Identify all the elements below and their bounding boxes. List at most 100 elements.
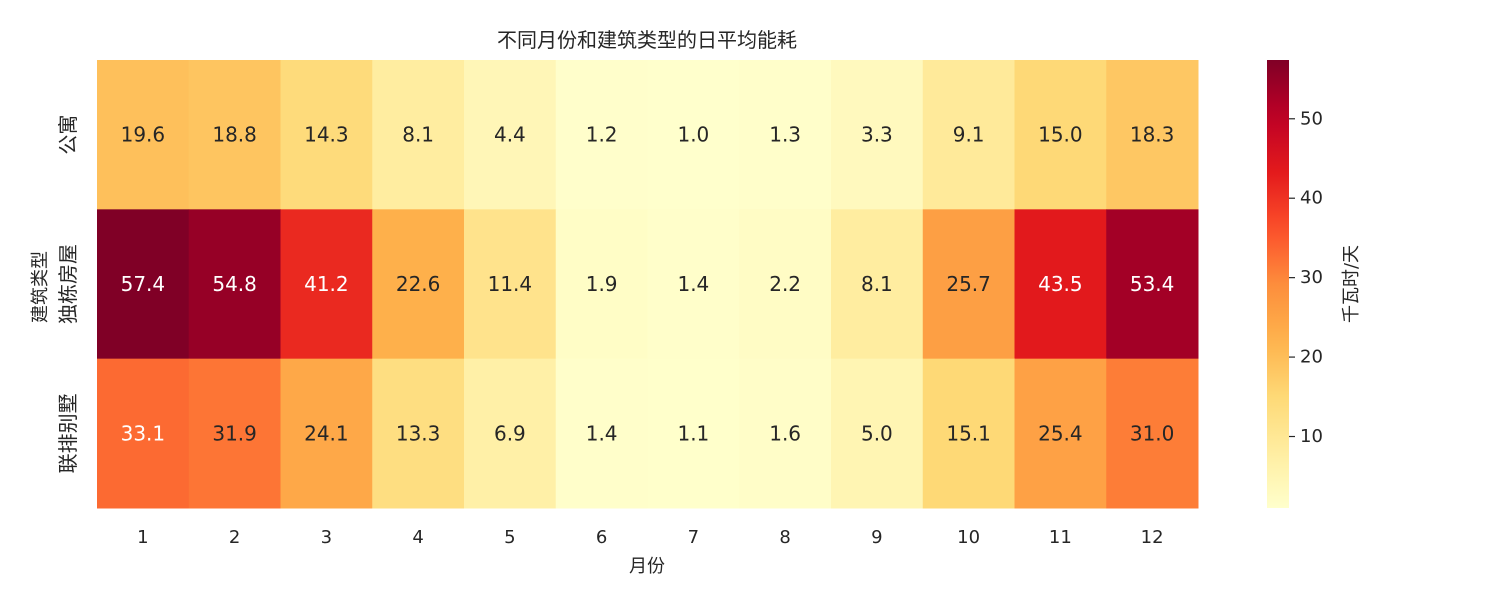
cell-value-label: 31.0: [1130, 421, 1175, 445]
x-tick-label: 7: [688, 527, 699, 548]
heatmap-cell: [647, 209, 740, 360]
heatmap-cell: [280, 209, 373, 360]
cell-value-label: 1.0: [677, 123, 709, 147]
heatmap-cell: [188, 60, 281, 210]
cell-value-label: 11.4: [488, 272, 533, 296]
x-axis-label: 月份: [629, 556, 665, 577]
heatmap-cell: [555, 209, 648, 360]
cell-value-label: 13.3: [396, 421, 441, 445]
cell-value-label: 1.3: [769, 123, 801, 147]
x-tick-label: 2: [229, 527, 240, 548]
cell-value-label: 25.7: [946, 272, 991, 296]
x-tick-label: 1: [137, 527, 148, 548]
heatmap-cell: [1106, 209, 1199, 360]
x-tick-label: 4: [412, 527, 423, 548]
cell-value-label: 33.1: [121, 421, 166, 445]
cell-value-label: 19.6: [121, 123, 166, 147]
heatmap-cell: [922, 209, 1015, 360]
cell-value-label: 2.2: [769, 272, 801, 296]
colorbar-tick-label: 20: [1300, 347, 1323, 368]
cell-value-label: 1.4: [586, 421, 618, 445]
heatmap-cell: [647, 60, 740, 210]
heatmap-cell: [739, 60, 832, 210]
heatmap-cell: [922, 358, 1015, 509]
heatmap-cell: [1106, 358, 1199, 509]
heatmap-cell: [188, 209, 281, 360]
cell-value-label: 18.8: [212, 123, 257, 147]
heatmap-cell: [647, 358, 740, 509]
cell-value-label: 4.4: [494, 123, 526, 147]
heatmap-cell: [464, 60, 557, 210]
heatmap-cells: [97, 60, 1199, 509]
heatmap-cell: [831, 60, 924, 210]
x-tick-label: 3: [321, 527, 332, 548]
colorbar-tick-label: 50: [1300, 108, 1323, 129]
heatmap-cell: [188, 358, 281, 509]
y-axis-label: 建筑类型: [30, 251, 51, 323]
heatmap-cell: [280, 60, 373, 210]
heatmap-cell: [1014, 60, 1107, 210]
cell-value-label: 54.8: [212, 272, 257, 296]
y-tick-label: 独栋房屋: [56, 244, 80, 324]
cell-value-label: 43.5: [1038, 272, 1083, 296]
cell-value-label: 1.2: [586, 123, 618, 147]
heatmap-cell: [1014, 358, 1107, 509]
heatmap-cell: [1106, 60, 1199, 210]
cell-value-label: 15.1: [946, 421, 991, 445]
x-tick-label: 5: [504, 527, 515, 548]
heatmap-cell: [372, 60, 465, 210]
chart-title: 不同月份和建筑类型的日平均能耗: [497, 28, 797, 52]
cell-value-label: 3.3: [861, 123, 893, 147]
cell-value-label: 24.1: [304, 421, 349, 445]
heatmap-cell: [372, 358, 465, 509]
cell-value-label: 31.9: [212, 421, 257, 445]
x-tick-label: 10: [957, 527, 980, 548]
x-tick-label: 9: [871, 527, 882, 548]
cell-value-label: 6.9: [494, 421, 526, 445]
x-tick-label: 8: [779, 527, 790, 548]
cell-value-label: 14.3: [304, 123, 349, 147]
colorbar-label: 千瓦时/天: [1341, 245, 1362, 323]
heatmap-cell: [1014, 209, 1107, 360]
heatmap-cell: [372, 209, 465, 360]
heatmap-cell: [280, 358, 373, 509]
heatmap-cell: [831, 209, 924, 360]
heatmap-cell: [97, 60, 190, 210]
cell-value-label: 5.0: [861, 421, 893, 445]
cell-value-label: 1.9: [586, 272, 618, 296]
cell-value-label: 15.0: [1038, 123, 1083, 147]
colorbar-tick-label: 10: [1300, 426, 1323, 447]
cell-value-label: 9.1: [953, 123, 985, 147]
heatmap-cell: [464, 358, 557, 509]
cell-value-label: 53.4: [1130, 272, 1175, 296]
heatmap-cell: [464, 209, 557, 360]
y-tick-label: 公寓: [56, 115, 80, 155]
x-tick-label: 12: [1141, 527, 1164, 548]
y-tick-label: 联排别墅: [56, 393, 80, 473]
cell-value-label: 41.2: [304, 272, 349, 296]
cell-value-label: 1.6: [769, 421, 801, 445]
cell-value-label: 22.6: [396, 272, 441, 296]
heatmap-cell: [97, 358, 190, 509]
heatmap-cell: [739, 209, 832, 360]
cell-value-label: 1.4: [677, 272, 709, 296]
cell-value-label: 1.1: [677, 421, 709, 445]
cell-value-label: 8.1: [402, 123, 434, 147]
colorbar-tick-label: 40: [1300, 188, 1323, 209]
cell-value-label: 8.1: [861, 272, 893, 296]
cell-value-label: 18.3: [1130, 123, 1175, 147]
heatmap-cell: [922, 60, 1015, 210]
x-tick-label: 11: [1049, 527, 1072, 548]
heatmap-cell: [555, 358, 648, 509]
x-tick-label: 6: [596, 527, 607, 548]
heatmap-cell: [831, 358, 924, 509]
cell-value-label: 57.4: [121, 272, 166, 296]
cell-value-labels: 19.6 18.8 14.3 8.1 4.4 1.2 1.0 1.3 3.3 9.1 15.0 18.…: [121, 123, 1175, 446]
x-tick-labels: 1 2 3 4 5 6 7 8 9 10 11 12: [137, 527, 1163, 548]
colorbar: [1267, 60, 1289, 508]
heatmap-cell: [555, 60, 648, 210]
colorbar-tick-label: 30: [1300, 267, 1323, 288]
